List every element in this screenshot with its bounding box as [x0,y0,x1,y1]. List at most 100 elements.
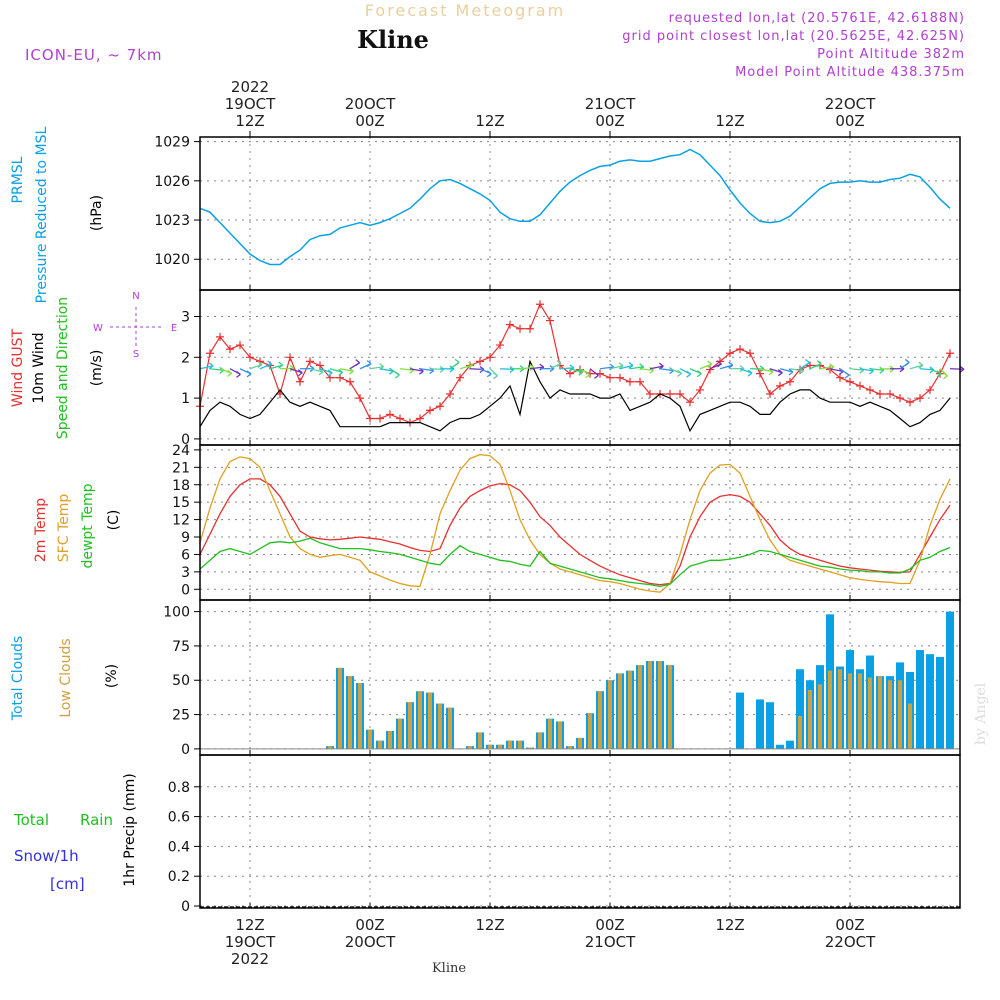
low-cloud-bar [658,661,662,749]
wind-direction-arrow [269,364,283,370]
sfc-label: SFC Temp [56,494,72,563]
low-cloud-bar [608,680,612,749]
compass-w: W [93,323,103,334]
gust-marker [386,410,394,419]
top-axis-hour: 12Z [715,112,744,130]
total-cloud-bar [786,740,794,749]
wind-direction-arrow [609,365,624,370]
total-cloud-bar [796,669,804,749]
wind-arrow-head [338,368,344,376]
total-label: Total [13,811,49,829]
grid-point-coords: grid point closest lon,lat (20.5625E, 42… [622,29,965,44]
y-tick-label: 25 [172,708,190,724]
panel-wind: 0 1 2 3 Wind GUST 10m Wind Speed and Direction… [10,290,965,448]
low-cloud-bar [798,715,802,749]
wind-direction-arrow [339,368,354,372]
wind-direction-arrow [209,368,224,372]
low-cloud-bar [908,703,912,749]
wind-direction-arrow [369,365,384,370]
wind-direction-arrow [639,368,654,371]
gust-marker [736,345,744,354]
total-cloud-bar [776,744,784,749]
top-axis-date: 20OCT [345,95,396,113]
y-tick-label: 0.8 [168,780,190,796]
wind-arrow-head [696,370,702,378]
gust-marker [836,373,844,382]
top-axis-hour: 12Z [235,112,264,130]
low-cloud-bar [438,703,442,749]
wind-direction-arrow [519,366,534,370]
wind-arrow-head [728,361,734,369]
bottom-axis-hour: 00Z [595,916,624,934]
y-tick-label: 50 [172,673,190,689]
low-cloud-bar [558,721,562,749]
gust-marker [416,414,424,423]
wind-direction-arrow [859,368,874,372]
wind-direction-arrow [289,368,303,374]
wind-arrow-head [366,360,372,368]
gust-marker [676,390,684,399]
gust-marker [916,394,924,403]
wind-direction-arrow [599,366,614,370]
low-cloud-bar [338,667,342,749]
low-cloud-bar [878,676,882,749]
wind-arrow-head [677,369,683,377]
wind-arrow-head [618,362,624,370]
wind-arrow-head [227,369,233,377]
pressure-line [199,148,951,266]
gust-marker [526,324,534,333]
gust-marker [846,377,854,386]
top-axis-hour: 00Z [595,112,624,130]
wind-arrow-head [236,370,241,378]
gust-marker [706,365,714,374]
wind-direction-arrow [559,367,574,370]
gust-marker [496,341,504,350]
wind-arrow-head [805,359,810,367]
gust-marker [616,373,624,382]
pressure-label-2: Pressure Reduced to MSL [34,126,50,303]
gust-marker [246,353,254,362]
bottom-axis-year: 2022 [231,950,269,968]
wind-arrow-head [556,360,562,368]
wind-direction-arrow [419,368,434,372]
panel-pressure: 1020 1023 1026 1029 PRMSL Pressure Reduced to… [10,126,960,303]
low-cloud-bar [588,713,592,749]
wind-direction-arrow [409,368,424,372]
wind-direction-arrow [399,368,414,371]
gust-marker [726,349,734,358]
wind-arrow-head [578,368,584,376]
wind-arrow-head [904,358,910,366]
bottom-axis-hour: 12Z [715,916,744,934]
requested-coords: requested lon,lat (20.5761E, 42.6188N) [669,11,965,26]
y-tick-label: 0 [181,432,190,448]
y-tick-label: 1020 [154,252,190,268]
total-cloud-bar [736,692,744,749]
low-cloud-bar [888,680,892,749]
wind-direction-arrow [849,368,864,371]
low-cloud-bar [478,732,482,749]
gust-marker [856,381,864,390]
gust-marker [306,357,314,366]
wind-arrow-head [257,360,263,368]
low-cloud-bar [528,747,532,749]
wind-arrow-head [486,370,492,378]
low-cloud-bar [428,692,432,749]
wind-speed-line [199,359,951,433]
y-tick-label: 0 [181,742,190,758]
total-cloud-bar [936,656,944,749]
wind-unit: (m/s) [89,350,105,387]
wind-arrow-head [936,370,942,378]
top-axis-hour: 00Z [835,112,864,130]
gust-marker [536,300,544,309]
wind-direction-arrow [759,368,774,373]
low-cloud-bar [508,740,512,749]
t2m-line [199,478,951,586]
total-cloud-bar [926,654,934,749]
gust-marker [446,390,454,399]
low-cloud-bar [358,682,362,749]
bottom-axis-date: 19OCT [225,933,276,951]
y-tick-label: 15 [172,495,190,511]
compass-s: S [133,349,139,360]
